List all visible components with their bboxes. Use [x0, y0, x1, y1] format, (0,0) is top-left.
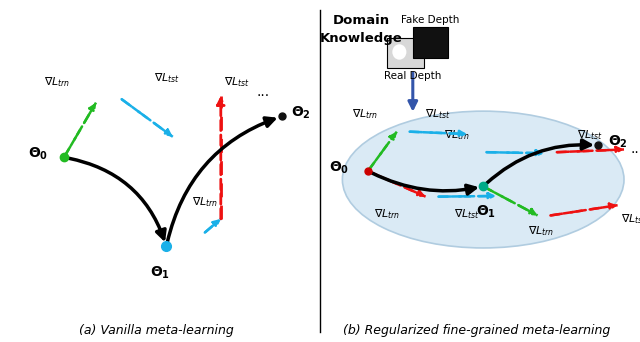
Text: $\nabla L_{tst}$: $\nabla L_{tst}$: [454, 207, 480, 221]
Text: Knowledge: Knowledge: [320, 32, 403, 45]
Text: $\nabla L_{tst}$: $\nabla L_{tst}$: [577, 128, 604, 142]
Ellipse shape: [392, 44, 406, 60]
Bar: [413, 27, 448, 58]
Text: $\nabla L_{trn}$: $\nabla L_{trn}$: [374, 207, 401, 221]
Text: $\nabla L_{trn}$: $\nabla L_{trn}$: [527, 224, 554, 238]
Text: $\nabla L_{trn}$: $\nabla L_{trn}$: [192, 195, 218, 209]
Text: $\mathbf{\Theta_1}$: $\mathbf{\Theta_1}$: [476, 203, 497, 220]
Ellipse shape: [342, 111, 624, 248]
Text: Real Depth: Real Depth: [384, 71, 442, 81]
Text: $\nabla L_{trn}$: $\nabla L_{trn}$: [351, 108, 378, 121]
Text: ...: ...: [256, 86, 269, 99]
Text: (b) Regularized fine-grained meta-learning: (b) Regularized fine-grained meta-learni…: [343, 324, 611, 337]
Text: $\mathbf{\Theta_2}$: $\mathbf{\Theta_2}$: [608, 134, 628, 150]
Text: $\nabla L_{tst}$: $\nabla L_{tst}$: [154, 72, 180, 86]
Bar: [387, 38, 424, 68]
Text: Domain: Domain: [333, 14, 390, 27]
Text: (a) Vanilla meta-learning: (a) Vanilla meta-learning: [79, 324, 234, 337]
Text: $\mathbf{\Theta_0}$: $\mathbf{\Theta_0}$: [328, 159, 349, 176]
Text: $\mathbf{\Theta_0}$: $\mathbf{\Theta_0}$: [28, 146, 48, 162]
Text: $\nabla L_{tst}$: $\nabla L_{tst}$: [224, 75, 250, 89]
Text: $\nabla L_{trn}$: $\nabla L_{trn}$: [44, 75, 71, 89]
Text: Fake Depth: Fake Depth: [401, 15, 460, 25]
Text: $\nabla L_{trn}$: $\nabla L_{trn}$: [444, 128, 471, 142]
Text: $\nabla L_{tst}$: $\nabla L_{tst}$: [426, 108, 451, 121]
Text: $\mathbf{\Theta_2}$: $\mathbf{\Theta_2}$: [291, 105, 311, 121]
Text: $\nabla L_{tst}$: $\nabla L_{tst}$: [621, 212, 640, 226]
Text: ...: ...: [630, 143, 640, 156]
Text: $\mathbf{\Theta_1}$: $\mathbf{\Theta_1}$: [150, 265, 170, 281]
